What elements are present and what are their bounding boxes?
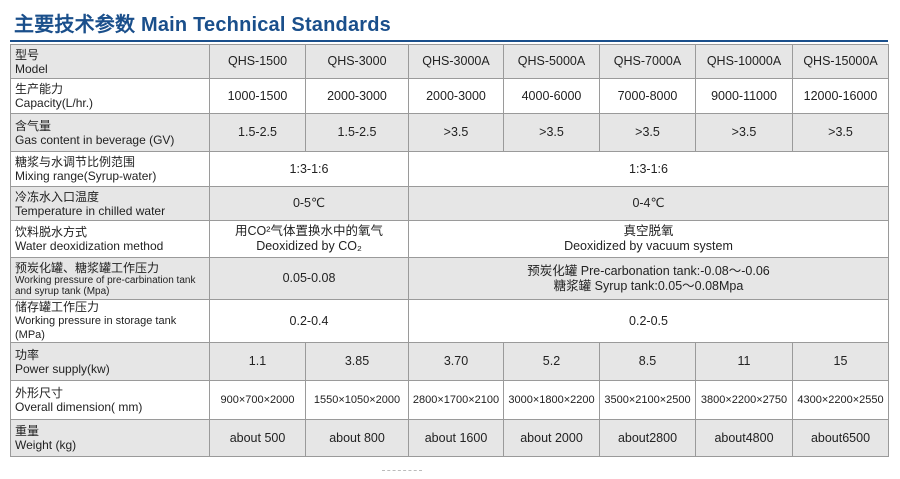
mixing-right-cell: 1:3-1:6	[408, 151, 889, 187]
row-label-precarb: 预炭化罐、糖浆罐工作压力 Working pressure of pre-car…	[10, 257, 210, 300]
deox-right-en: Deoxidized by vacuum system	[564, 239, 733, 253]
weight-cell: about 500	[209, 419, 306, 457]
weight-cell: about 1600	[408, 419, 504, 457]
row-label-deox: 饮料脱水方式 Water deoxidization method	[10, 220, 210, 258]
model-cell: QHS-3000A	[408, 44, 504, 79]
weight-cell: about 2000	[503, 419, 600, 457]
model-cell: QHS-5000A	[503, 44, 600, 79]
bottom-divider	[382, 470, 422, 474]
dimension-cell: 2800×1700×2100	[408, 380, 504, 420]
row-label-capacity: 生产能力 Capacity(L/hr.)	[10, 78, 210, 114]
weight-cell: about6500	[792, 419, 889, 457]
row-label-mixing: 糖浆与水调节比例范围 Mixing range(Syrup-water)	[10, 151, 210, 187]
deox-left-en: Deoxidized by CO₂	[256, 239, 362, 253]
weight-cell: about2800	[599, 419, 696, 457]
dimension-cell: 1550×1050×2000	[305, 380, 409, 420]
model-cell: QHS-15000A	[792, 44, 889, 79]
capacity-cell: 7000-8000	[599, 78, 696, 114]
model-cell: QHS-7000A	[599, 44, 696, 79]
gas-cell: >3.5	[408, 113, 504, 152]
power-cell: 8.5	[599, 342, 696, 381]
table-row-weight: 重量 Weight (kg) about 500 about 800 about…	[10, 419, 889, 457]
capacity-cell: 2000-3000	[305, 78, 409, 114]
row-label-gas: 含气量 Gas content in beverage (GV)	[10, 113, 210, 152]
table-row-power: 功率 Power supply(kw) 1.1 3.85 3.70 5.2 8.…	[10, 342, 889, 381]
deox-left-cell: 用CO²气体置换水中的氧气 Deoxidized by CO₂	[209, 220, 409, 258]
dimension-cell: 3500×2100×2500	[599, 380, 696, 420]
precarb-right-cell: 预炭化罐 Pre-carbonation tank:-0.08～-0.06 糖浆…	[408, 257, 889, 300]
chilled-left-cell: 0-5℃	[209, 186, 409, 221]
power-cell: 1.1	[209, 342, 306, 381]
table-row-deox: 饮料脱水方式 Water deoxidization method 用CO²气体…	[10, 220, 889, 258]
table-row-gas: 含气量 Gas content in beverage (GV) 1.5-2.5…	[10, 113, 889, 152]
capacity-cell: 12000-16000	[792, 78, 889, 114]
gas-cell: >3.5	[503, 113, 600, 152]
dimension-cell: 4300×2200×2550	[792, 380, 889, 420]
deox-right-cell: 真空脱氧 Deoxidized by vacuum system	[408, 220, 889, 258]
weight-cell: about 800	[305, 419, 409, 457]
table-row-capacity: 生产能力 Capacity(L/hr.) 1000-1500 2000-3000…	[10, 78, 889, 114]
deox-left-cn: 用CO²气体置换水中的氧气	[235, 224, 383, 238]
row-label-chilled: 冷冻水入口温度 Temperature in chilled water	[10, 186, 210, 221]
row-label-model: 型号 Model	[10, 44, 210, 79]
storage-left-cell: 0.2-0.4	[209, 299, 409, 343]
table-row-mixing: 糖浆与水调节比例范围 Mixing range(Syrup-water) 1:3…	[10, 151, 889, 187]
power-cell: 3.70	[408, 342, 504, 381]
model-cell: QHS-10000A	[695, 44, 793, 79]
chilled-right-cell: 0-4℃	[408, 186, 889, 221]
capacity-cell: 9000-11000	[695, 78, 793, 114]
gas-cell: 1.5-2.5	[305, 113, 409, 152]
power-cell: 3.85	[305, 342, 409, 381]
gas-cell: 1.5-2.5	[209, 113, 306, 152]
table-row-model: 型号 Model QHS-1500 QHS-3000 QHS-3000A QHS…	[10, 44, 889, 79]
dimension-cell: 3800×2200×2750	[695, 380, 793, 420]
row-label-storage: 储存罐工作压力 Working pressure in storage tank…	[10, 299, 210, 343]
weight-cell: about4800	[695, 419, 793, 457]
gas-cell: >3.5	[792, 113, 889, 152]
title-underline	[10, 40, 888, 42]
precarb-right-line1: 预炭化罐 Pre-carbonation tank:-0.08～-0.06	[527, 263, 770, 278]
page-title: 主要技术参数 Main Technical Standards	[14, 14, 392, 36]
table-row-precarb: 预炭化罐、糖浆罐工作压力 Working pressure of pre-car…	[10, 257, 889, 300]
model-cell: QHS-1500	[209, 44, 306, 79]
power-cell: 11	[695, 342, 793, 381]
capacity-cell: 4000-6000	[503, 78, 600, 114]
table-row-dimension: 外形尺寸 Overall dimension( mm) 900×700×2000…	[10, 380, 889, 420]
gas-cell: >3.5	[695, 113, 793, 152]
deox-right-cn: 真空脱氧	[623, 224, 674, 238]
precarb-right-line2: 糖浆罐 Syrup tank:0.05～0.08Mpa	[553, 278, 744, 293]
power-cell: 5.2	[503, 342, 600, 381]
precarb-left-cell: 0.05-0.08	[209, 257, 409, 300]
power-cell: 15	[792, 342, 889, 381]
capacity-cell: 2000-3000	[408, 78, 504, 114]
table-row-chilled: 冷冻水入口温度 Temperature in chilled water 0-5…	[10, 186, 889, 221]
storage-right-cell: 0.2-0.5	[408, 299, 889, 343]
model-cell: QHS-3000	[305, 44, 409, 79]
table-row-storage: 储存罐工作压力 Working pressure in storage tank…	[10, 299, 889, 343]
spec-table: 型号 Model QHS-1500 QHS-3000 QHS-3000A QHS…	[10, 44, 889, 457]
row-label-dimension: 外形尺寸 Overall dimension( mm)	[10, 380, 210, 420]
row-label-weight: 重量 Weight (kg)	[10, 419, 210, 457]
row-label-power: 功率 Power supply(kw)	[10, 342, 210, 381]
mixing-left-cell: 1:3-1:6	[209, 151, 409, 187]
gas-cell: >3.5	[599, 113, 696, 152]
dimension-cell: 900×700×2000	[209, 380, 306, 420]
capacity-cell: 1000-1500	[209, 78, 306, 114]
dimension-cell: 3000×1800×2200	[503, 380, 600, 420]
